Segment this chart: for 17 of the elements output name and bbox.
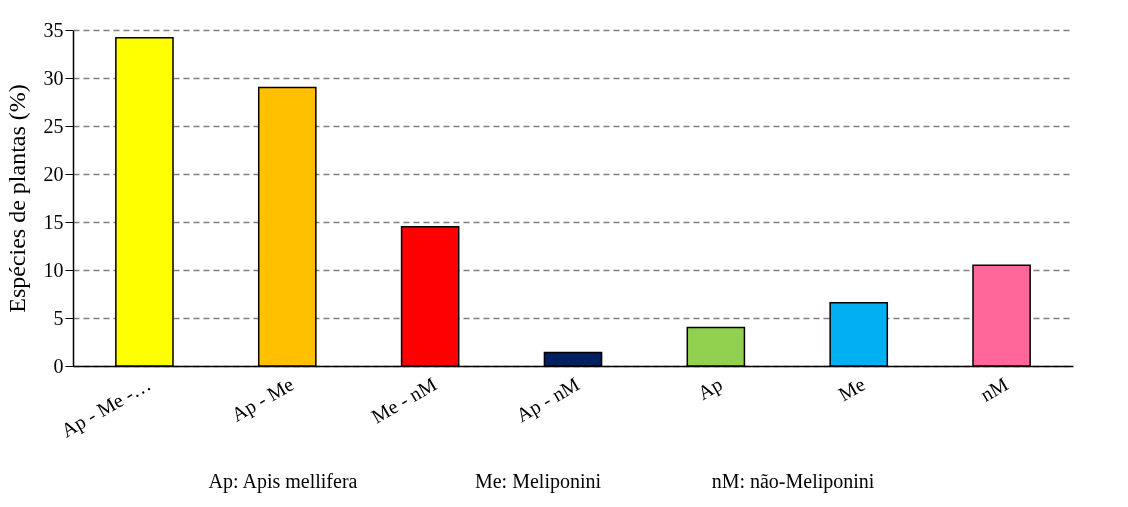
x-tick-label: Ap	[693, 372, 727, 405]
y-tick-label: 35	[43, 18, 64, 41]
x-tick-label: Me - nM	[367, 372, 441, 428]
y-tick-label: 30	[43, 66, 64, 89]
y-tick-label: 5	[53, 306, 64, 329]
x-tick-label: nM	[976, 372, 1012, 406]
text: nM: não-Meliponini	[711, 470, 875, 493]
y-axis-title: Espécies de plantas (%)	[3, 84, 30, 313]
y-tick-label: 25	[43, 114, 64, 137]
y-tick-label: 20	[43, 162, 64, 185]
y-tick-label: 10	[43, 258, 64, 281]
text: Ap: Apis mellifera	[208, 470, 358, 493]
text: Me: Meliponini	[474, 470, 602, 493]
y-tick-label: 15	[43, 210, 64, 233]
x-tick-label: Me	[834, 372, 869, 406]
x-tick-label: Ap - nM	[512, 372, 584, 428]
x-tick-label: Ap - Me	[227, 372, 298, 427]
